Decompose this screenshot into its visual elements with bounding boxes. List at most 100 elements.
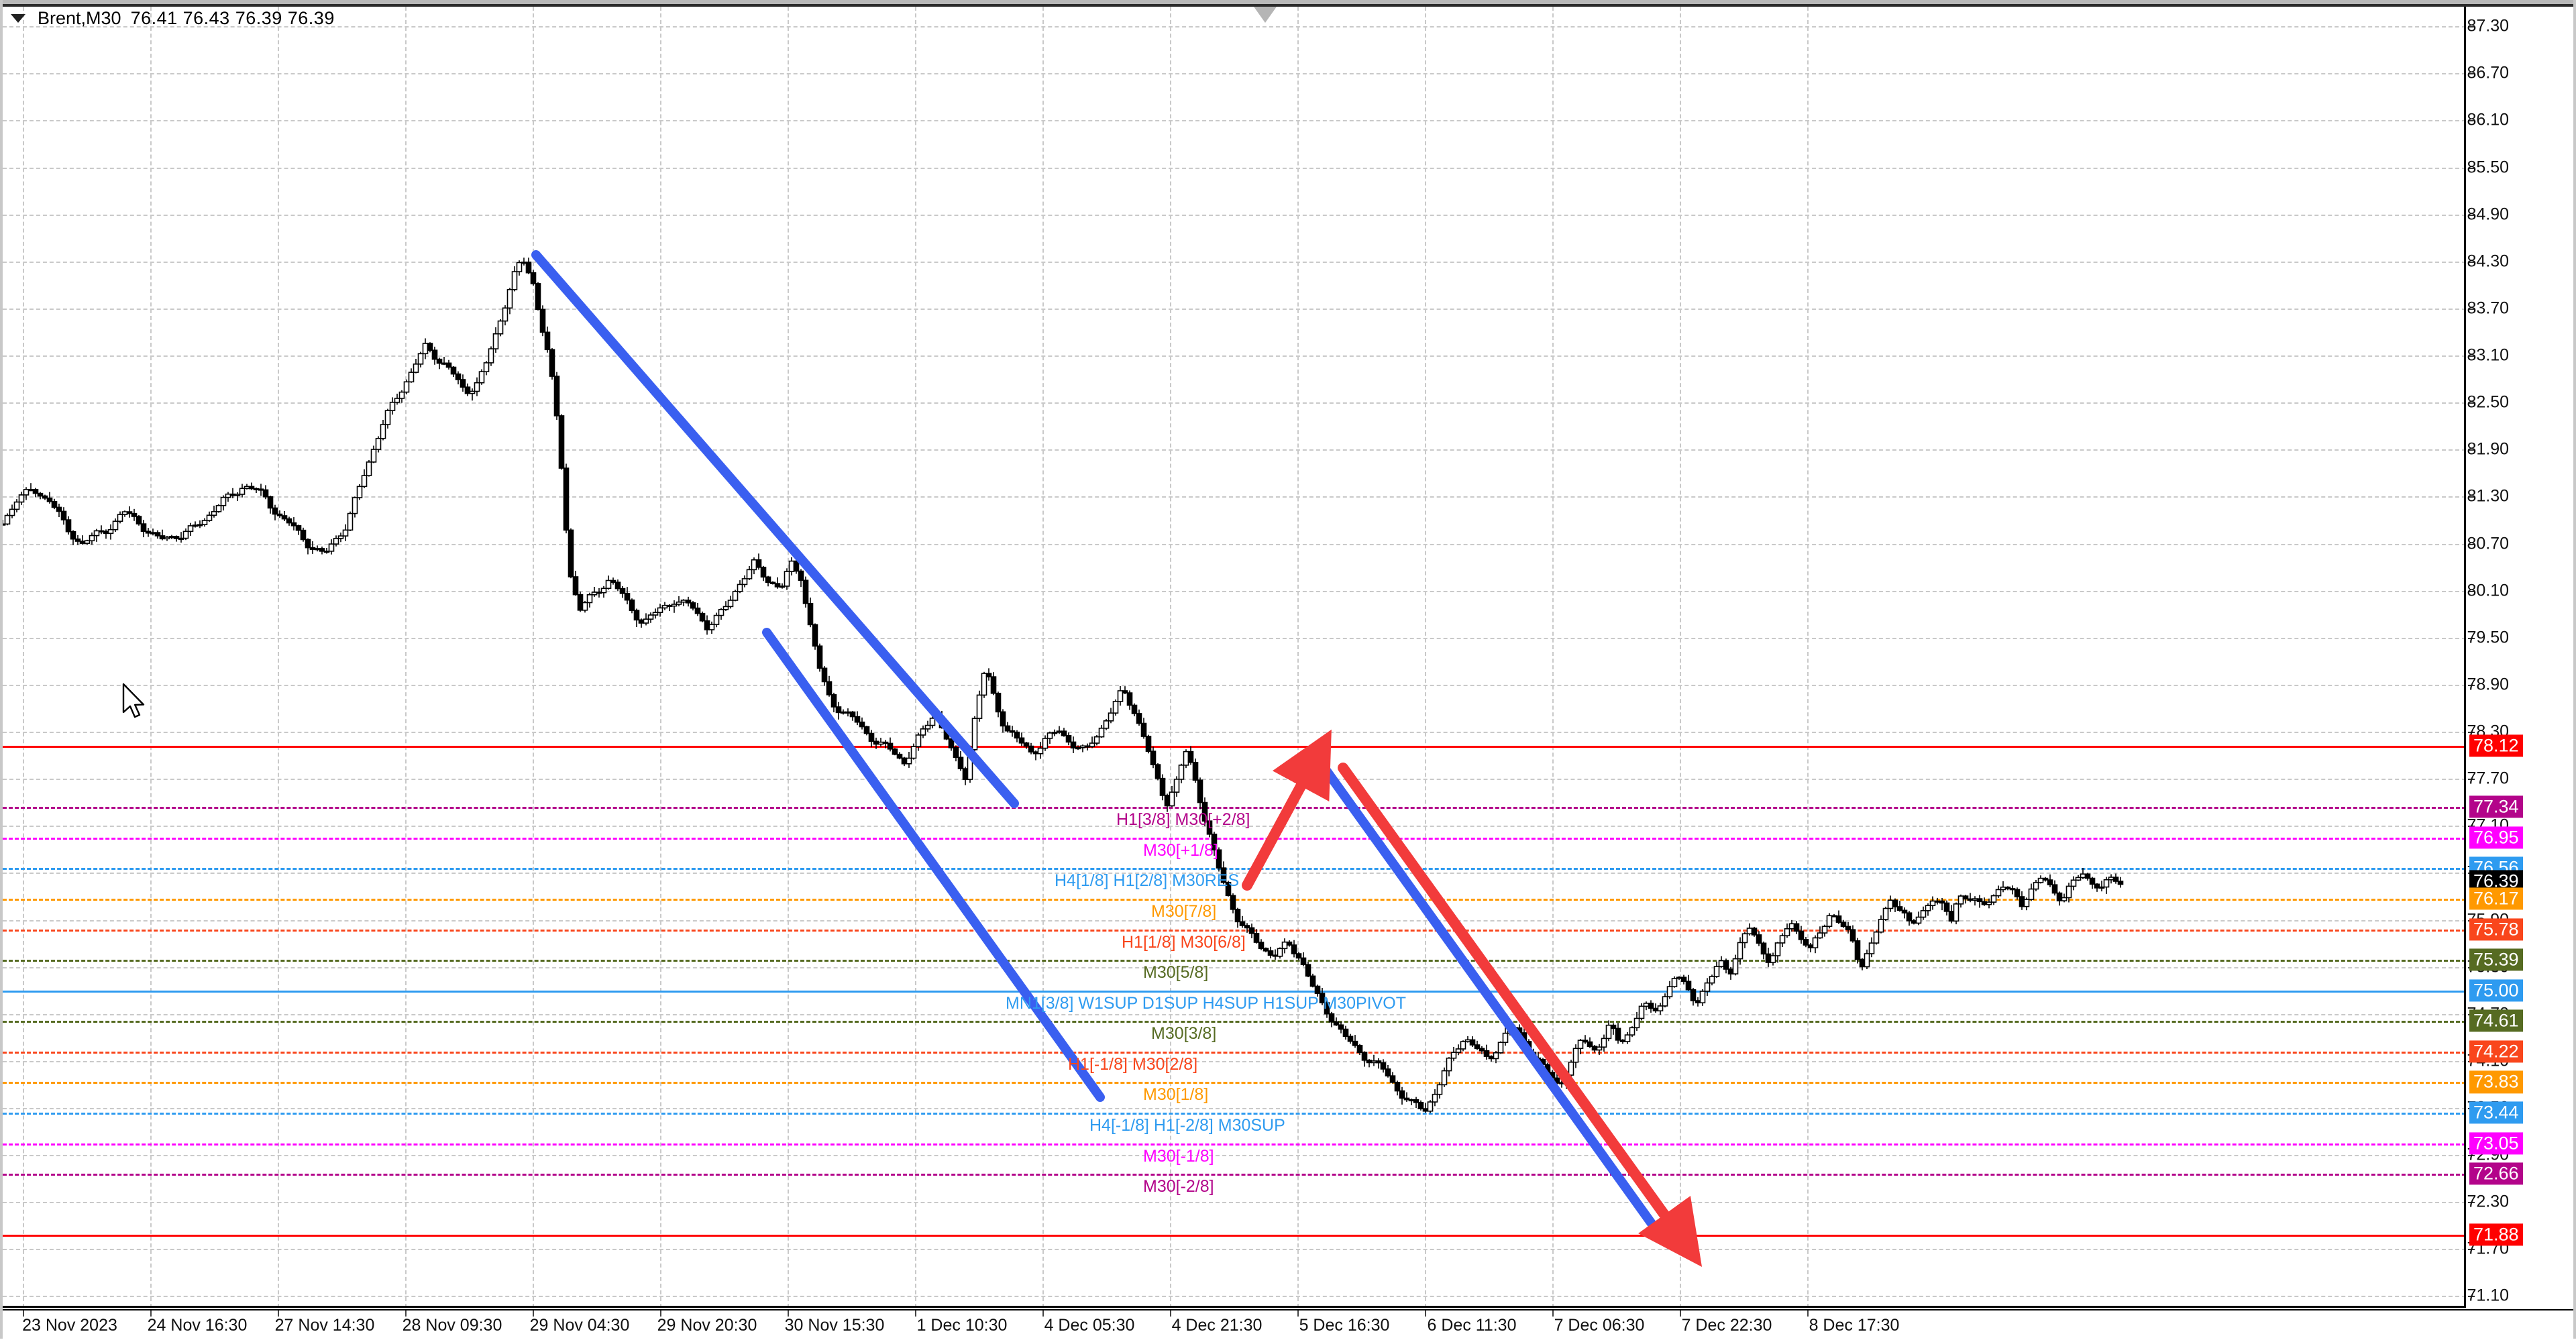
price-tick-mark	[2468, 1249, 2475, 1251]
price-tick-label: 81.30	[2467, 486, 2509, 506]
level-line-l-75-78[interactable]	[3, 929, 2466, 932]
time-scale[interactable]: 23 Nov 2023 24 Nov 16:30 27 Nov 14:30 28 No…	[3, 1309, 2573, 1340]
chart-drawings-layer[interactable]	[3, 7, 2466, 1308]
chart-plot-area[interactable]: H1[3/8] M30[+2/8] M30[+1/8] H4[1/8] H1[2/8…	[3, 7, 2466, 1308]
arrow-red-down[interactable]	[1338, 763, 1703, 1267]
grid-line-horizontal	[3, 214, 2466, 216]
level-line-l-74-22[interactable]	[3, 1051, 2466, 1054]
grid-line-horizontal	[3, 1013, 2466, 1015]
time-tick-label: 5 Dec 16:30	[1299, 1316, 1390, 1335]
price-tick-label: 82.50	[2467, 392, 2509, 412]
price-tick-label: 86.70	[2467, 63, 2509, 82]
trendline-blue-1[interactable]	[531, 250, 1019, 808]
price-tick-mark	[2468, 590, 2475, 592]
time-tick-mark	[1680, 1310, 1681, 1317]
triangle-down-icon[interactable]	[11, 14, 25, 23]
level-line-l-77-34[interactable]	[3, 807, 2466, 809]
price-tick-mark	[2468, 355, 2475, 357]
grid-line-horizontal	[3, 873, 2466, 875]
grid-line-vertical	[23, 7, 24, 1308]
grid-line-horizontal	[3, 120, 2466, 122]
grid-line-horizontal	[3, 1202, 2466, 1204]
price-badge-76-17: 76.17	[2469, 887, 2523, 910]
time-tick-mark	[278, 1310, 279, 1317]
grid-line-vertical	[278, 7, 279, 1308]
price-tick-label: 71.10	[2467, 1286, 2509, 1305]
price-tick-mark	[2468, 308, 2475, 310]
time-tick-label: 29 Nov 20:30	[657, 1316, 757, 1335]
time-tick-label: 30 Nov 15:30	[784, 1316, 885, 1335]
price-badge-75-39: 75.39	[2469, 948, 2523, 971]
level-line-l-75-00[interactable]	[3, 990, 2466, 993]
price-tick-label: 87.30	[2467, 16, 2509, 36]
time-tick-label: 1 Dec 10:30	[916, 1316, 1008, 1335]
grid-line-horizontal	[3, 496, 2466, 498]
time-tick-label: 27 Nov 14:30	[274, 1316, 375, 1335]
grid-line-horizontal	[3, 826, 2466, 828]
time-tick-label: 28 Nov 09:30	[402, 1316, 502, 1335]
grid-line-horizontal	[3, 402, 2466, 404]
grid-line-vertical	[405, 7, 407, 1308]
price-tick-mark	[2468, 26, 2475, 28]
level-line-l-73-05[interactable]	[3, 1143, 2466, 1146]
price-tick-mark	[2468, 402, 2475, 404]
trendline-blue-3[interactable]	[1313, 755, 1668, 1244]
chart-symbol-label: Brent,M30	[38, 8, 121, 28]
grid-line-horizontal	[3, 1107, 2466, 1109]
price-badge-73-05: 73.05	[2469, 1132, 2523, 1155]
price-badge-74-61: 74.61	[2469, 1009, 2523, 1032]
price-scale[interactable]: 87.30 86.70 86.10 85.50 84.90 84.30 83.70 83.10…	[2467, 7, 2573, 1308]
trendline-blue-2[interactable]	[762, 628, 1105, 1102]
price-tick-label: 77.70	[2467, 769, 2509, 788]
time-tick-mark	[788, 1310, 789, 1317]
grid-line-horizontal	[3, 732, 2466, 734]
price-tick-mark	[2468, 543, 2475, 545]
chart-ohlc-values: 76.41 76.43 76.39 76.39	[130, 8, 335, 28]
grid-line-vertical	[1552, 7, 1554, 1308]
price-tick-label: 79.50	[2467, 628, 2509, 647]
grid-line-horizontal	[3, 449, 2466, 451]
time-tick-mark	[660, 1310, 661, 1317]
level-label-l-75-00: MN1[3/8] W1SUP D1SUP H4SUP H1SUP M30PIVO…	[1006, 993, 1406, 1013]
time-tick-mark	[533, 1310, 534, 1317]
grid-line-horizontal	[3, 261, 2466, 263]
level-label-l-76-95: M30[+1/8]	[1143, 840, 1218, 860]
level-label-l-76-17: M30[7/8]	[1151, 901, 1217, 921]
mouse-cursor	[122, 683, 152, 725]
grid-line-vertical	[660, 7, 661, 1308]
level-line-l-76-56[interactable]	[3, 868, 2466, 871]
grid-line-horizontal	[3, 167, 2466, 169]
window-top-border	[0, 0, 2576, 4]
time-tick-mark	[1425, 1310, 1426, 1317]
level-line-l-74-61[interactable]	[3, 1021, 2466, 1023]
level-line-l-75-39[interactable]	[3, 960, 2466, 962]
level-line-l-76-95[interactable]	[3, 837, 2466, 840]
price-tick-mark	[2468, 779, 2475, 781]
price-tick-mark	[2468, 1155, 2475, 1157]
level-label-l-73-05: M30[-1/8]	[1143, 1146, 1214, 1166]
grid-line-vertical	[533, 7, 534, 1308]
price-tick-mark	[2468, 73, 2475, 75]
level-line-l-73-83[interactable]	[3, 1082, 2466, 1084]
time-tick-mark	[150, 1310, 152, 1317]
price-tick-label: 86.10	[2467, 110, 2509, 129]
time-tick-mark	[23, 1310, 24, 1317]
grid-line-horizontal	[3, 1296, 2466, 1298]
grid-line-horizontal	[3, 919, 2466, 922]
level-line-l-72-66[interactable]	[3, 1174, 2466, 1176]
time-tick-mark	[915, 1310, 916, 1317]
grid-line-horizontal	[3, 73, 2466, 75]
level-line-l-73-44[interactable]	[3, 1113, 2466, 1115]
grid-line-horizontal	[3, 308, 2466, 310]
grid-line-horizontal	[3, 684, 2466, 686]
triangle-down-icon	[1254, 7, 1277, 23]
level-line-sup-71-88[interactable]	[3, 1235, 2466, 1237]
arrow-red-up[interactable]	[1242, 729, 1332, 891]
grid-line-vertical	[150, 7, 152, 1308]
price-badge-75-78: 75.78	[2469, 917, 2523, 941]
grid-line-horizontal	[3, 966, 2466, 968]
level-line-res-78-12[interactable]	[3, 746, 2466, 748]
grid-line-horizontal	[3, 543, 2466, 545]
level-label-l-73-44: H4[-1/8] H1[-2/8] M30SUP	[1089, 1116, 1285, 1135]
